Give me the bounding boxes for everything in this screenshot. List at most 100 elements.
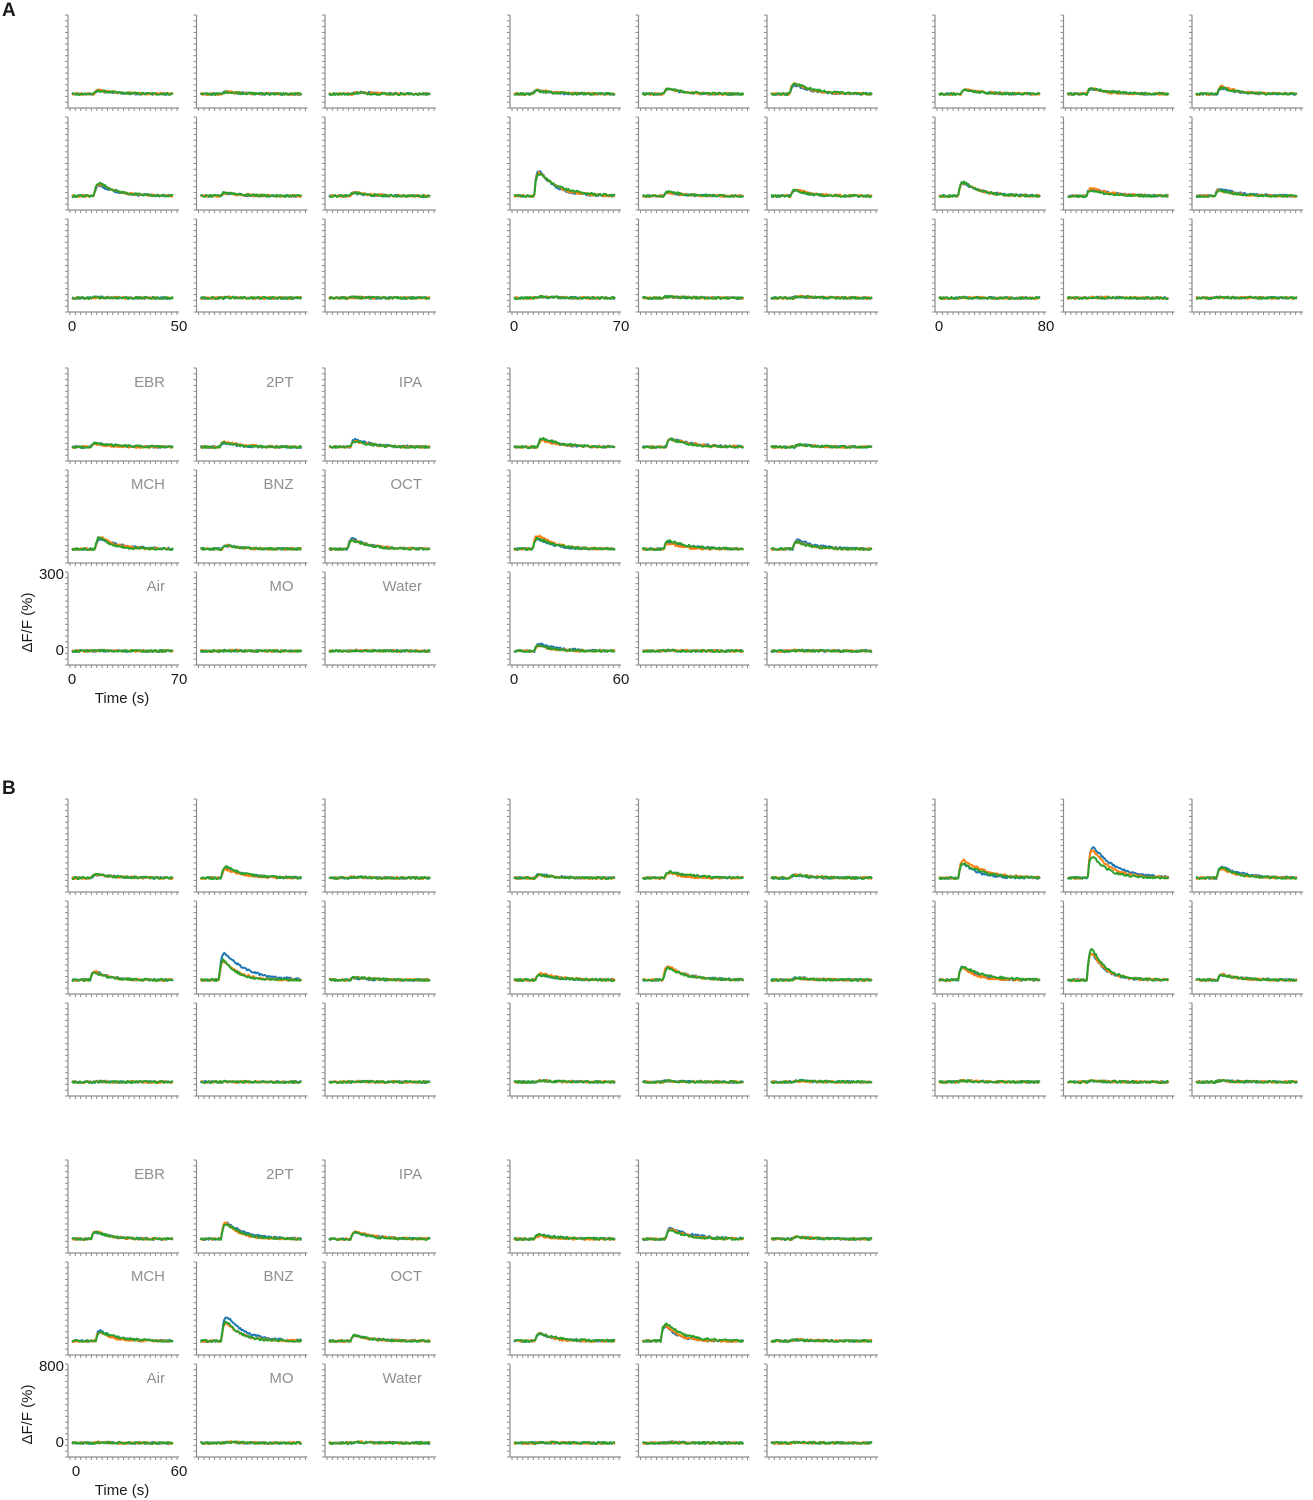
trace-trial-3 <box>771 1235 873 1241</box>
trace-trial-3 <box>1067 1079 1170 1085</box>
trace-trial-3 <box>513 1332 616 1343</box>
subplot <box>1060 1002 1175 1099</box>
trace-trial-3 <box>770 873 873 880</box>
odor-label: BNZ <box>264 1268 294 1285</box>
trace-trial-3 <box>71 1230 174 1242</box>
subplot <box>1189 14 1303 111</box>
odor-label: EBR <box>134 1166 165 1183</box>
x-tick-label-start: 0 <box>510 318 518 335</box>
trace-trial-3 <box>513 294 616 301</box>
odor-label: BNZ <box>264 476 294 493</box>
trace-trial-3 <box>200 865 303 880</box>
subplot: EBR <box>65 1159 179 1256</box>
subplot <box>1060 218 1175 315</box>
subplot <box>322 14 436 111</box>
trace-trial-3 <box>71 536 174 551</box>
trace-trial-3 <box>513 1079 616 1084</box>
subplot <box>635 14 750 111</box>
trace-trial-3 <box>770 540 873 551</box>
subplot <box>193 798 308 895</box>
subplot: OCT <box>322 1261 436 1358</box>
trace-trial-3 <box>1196 295 1298 300</box>
subplot <box>635 1363 750 1460</box>
x-axis-title: Time (s) <box>95 690 149 707</box>
subplot <box>764 116 878 213</box>
subplot <box>635 798 750 895</box>
trace-trial-3 <box>200 191 303 198</box>
subplot <box>507 367 621 464</box>
y-tick-label-max: 800 <box>39 1358 64 1375</box>
odor-label: MCH <box>131 476 165 493</box>
trace-trial-3 <box>641 966 745 982</box>
subplot <box>65 14 179 111</box>
subplot <box>764 900 878 997</box>
subplot: BNZ <box>193 469 308 566</box>
odor-label: OCT <box>390 476 422 493</box>
y-axis-title: ΔF/F (%) <box>19 1384 36 1444</box>
subplot <box>193 900 308 997</box>
trace-trial-3 <box>1066 295 1169 300</box>
subplot <box>932 900 1046 997</box>
trace-trial-3 <box>71 441 174 449</box>
subplot <box>193 116 308 213</box>
trace-trial-3 <box>513 1232 616 1242</box>
subplot <box>507 469 621 566</box>
subplot <box>635 900 750 997</box>
subplot <box>1060 900 1175 997</box>
trace-trial-3 <box>938 180 1041 198</box>
trace-trial-3 <box>1067 189 1169 199</box>
trace-trial-3 <box>938 1079 1041 1084</box>
trace-trial-3 <box>1066 948 1169 983</box>
trace-trial-3 <box>770 82 873 96</box>
subplot <box>764 14 878 111</box>
x-tick-label-start: 0 <box>935 318 943 335</box>
trace-trial-3 <box>71 89 174 96</box>
subplot: MO <box>193 1363 308 1460</box>
odor-label: 2PT <box>266 1166 294 1183</box>
subplot: MCH <box>65 1261 179 1358</box>
subplot <box>507 218 621 315</box>
subplot <box>65 218 179 315</box>
trace-trial-3 <box>71 295 174 300</box>
subplot <box>1060 798 1175 895</box>
trace-trial-3 <box>329 440 431 449</box>
subplot: IPA <box>322 1159 436 1256</box>
x-tick-label-end: 60 <box>171 1463 188 1480</box>
trace-trial-3 <box>328 1079 431 1084</box>
subplot <box>507 116 621 213</box>
trace-trial-3 <box>199 648 303 654</box>
odor-label: MO <box>269 1370 293 1387</box>
trace-trial-3 <box>513 1440 616 1445</box>
x-tick-label-start: 0 <box>68 671 76 688</box>
trace-trial-3 <box>199 295 303 300</box>
subplot <box>764 1363 878 1460</box>
subplot: 2PT <box>193 367 308 464</box>
trace-trial-3 <box>71 872 174 880</box>
trace-trial-3 <box>200 958 302 982</box>
subplot <box>764 1261 878 1358</box>
subplot <box>635 1159 750 1256</box>
subplot <box>507 798 621 895</box>
subplot <box>1060 116 1175 213</box>
trace-trial-3 <box>513 536 616 552</box>
subplot <box>322 218 436 315</box>
subplot: Water <box>322 1363 436 1460</box>
subplot <box>764 469 878 566</box>
trace-trial-3 <box>328 191 431 198</box>
trace-trial-3 <box>770 648 872 653</box>
trace-trial-3 <box>642 648 744 653</box>
subplot <box>193 218 308 315</box>
subplot <box>932 14 1046 111</box>
x-tick-label-end: 70 <box>171 671 188 688</box>
subplot <box>193 14 308 111</box>
subplot: IPA <box>322 367 436 464</box>
trace-trial-3 <box>642 190 745 198</box>
trace-trial-3 <box>200 90 303 96</box>
trace-trial-2 <box>200 1221 302 1241</box>
trace-trial-3 <box>938 862 1041 880</box>
trace-trial-3 <box>770 1078 873 1084</box>
y-tick-label-zero: 0 <box>56 1434 64 1451</box>
subplot <box>507 900 621 997</box>
trace-trial-3 <box>642 1322 745 1343</box>
